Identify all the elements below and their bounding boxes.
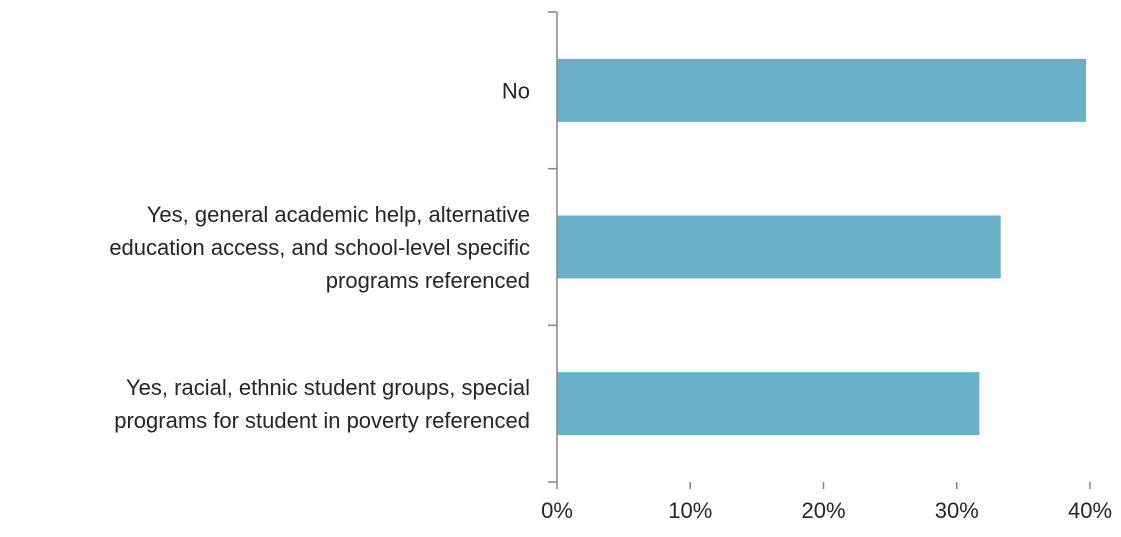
category-label-line: education access, and school-level speci… <box>109 235 530 260</box>
category-label-1: No <box>502 78 530 103</box>
bar-3 <box>557 372 980 436</box>
category-label-line: programs referenced <box>326 268 530 293</box>
category-label-3: Yes, racial, ethnic student groups, spec… <box>114 375 530 433</box>
x-tick-label: 20% <box>801 498 845 523</box>
x-tick-label: 30% <box>935 498 979 523</box>
x-tick-label: 10% <box>668 498 712 523</box>
x-tick-label: 0% <box>541 498 573 523</box>
category-label-line: programs for student in poverty referenc… <box>114 408 530 433</box>
bar-2 <box>557 215 1001 279</box>
x-tick-label: 40% <box>1068 498 1112 523</box>
category-label-line: No <box>502 78 530 103</box>
category-label-2: Yes, general academic help, alternative e… <box>109 202 530 293</box>
category-label-line: Yes, racial, ethnic student groups, spec… <box>126 375 530 400</box>
category-label-line: Yes, general academic help, alternative <box>147 202 530 227</box>
bar-1 <box>557 58 1087 122</box>
